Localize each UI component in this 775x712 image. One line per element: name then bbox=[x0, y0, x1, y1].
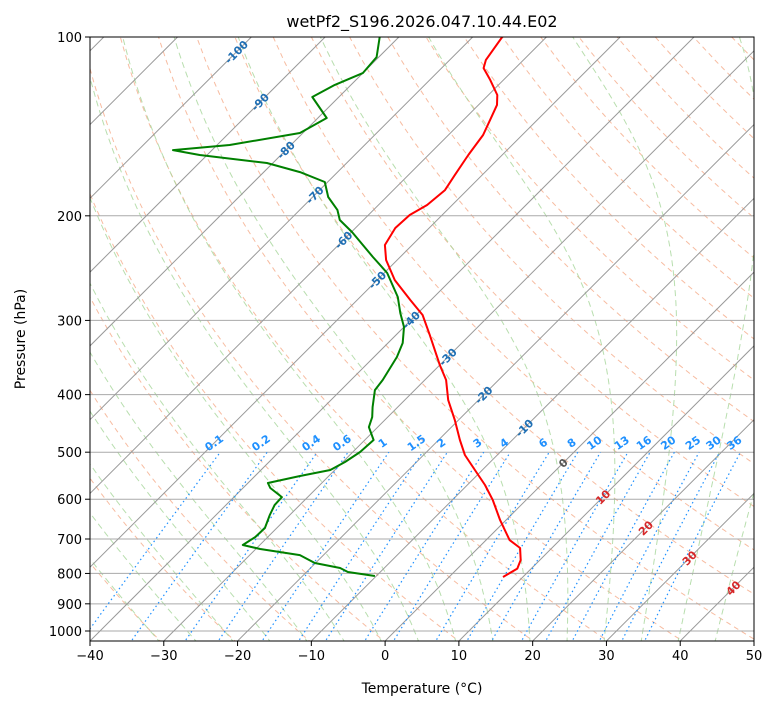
dewpoint-line bbox=[173, 37, 404, 576]
mixing-ratio-label: 8 bbox=[565, 436, 579, 451]
dry-adiabat bbox=[617, 37, 775, 644]
moist-adiabat bbox=[81, 37, 420, 644]
isotherm bbox=[0, 37, 473, 644]
y-tick-label: 900 bbox=[57, 598, 82, 613]
mixing-ratio-line bbox=[434, 452, 549, 643]
y-axis-label: Pressure (hPa) bbox=[13, 289, 29, 389]
x-tick-label: 30 bbox=[598, 649, 615, 664]
mixing-ratio-label: 10 bbox=[585, 433, 605, 453]
y-tick-label: 100 bbox=[57, 31, 82, 46]
isotherm-label: -100 bbox=[222, 38, 251, 67]
moist-adiabat bbox=[174, 37, 493, 644]
isotherm bbox=[751, 37, 775, 644]
plot-frame bbox=[90, 37, 754, 641]
mixing-ratio-line bbox=[571, 452, 674, 643]
mixing-ratio-label: 1 bbox=[376, 436, 390, 451]
dry-adiabat bbox=[655, 37, 775, 644]
y-tick-label: 700 bbox=[57, 533, 82, 548]
dry-adiabat bbox=[0, 37, 312, 644]
mixing-ratio-label: 0.4 bbox=[300, 432, 324, 454]
x-tick-label: −20 bbox=[224, 649, 251, 664]
moist-adiabat bbox=[0, 37, 235, 644]
y-tick-label: 400 bbox=[57, 389, 82, 404]
moist-adiabat bbox=[0, 37, 272, 644]
mixing-ratio-line bbox=[520, 452, 628, 643]
moist-adiabat bbox=[715, 37, 775, 644]
dry-adiabat bbox=[6, 37, 388, 644]
mixing-ratio-label: 1.5 bbox=[405, 432, 428, 454]
mixing-ratio-label: 20 bbox=[658, 433, 678, 453]
isotherm bbox=[87, 37, 694, 644]
x-tick-label: 50 bbox=[746, 649, 763, 664]
background-lines bbox=[0, 37, 775, 644]
x-tick-label: −10 bbox=[298, 649, 325, 664]
dry-adiabat bbox=[694, 37, 775, 644]
mixing-ratio-line bbox=[130, 452, 268, 643]
temperature-line bbox=[385, 37, 521, 577]
mixing-ratio-line bbox=[217, 452, 349, 643]
moist-adiabat bbox=[573, 37, 677, 644]
y-tick-label: 800 bbox=[57, 567, 82, 582]
dry-adiabat bbox=[350, 37, 775, 644]
mixing-ratio-line bbox=[79, 452, 220, 643]
dry-adiabat bbox=[464, 37, 775, 644]
x-tick-label: 0 bbox=[381, 649, 389, 664]
mixing-ratio-label: 0.2 bbox=[249, 432, 272, 454]
moist-adiabat bbox=[429, 37, 615, 644]
x-tick-label: −30 bbox=[150, 649, 177, 664]
dry-adiabat bbox=[502, 37, 775, 644]
x-tick-label: 10 bbox=[451, 649, 468, 664]
mixing-ratio-label: 30 bbox=[704, 433, 724, 453]
isotherm-label: -80 bbox=[275, 138, 298, 161]
x-tick-label: 20 bbox=[524, 649, 541, 664]
mixing-ratio-label: 16 bbox=[634, 433, 654, 453]
isotherm bbox=[0, 37, 251, 644]
profiles bbox=[173, 37, 521, 577]
mixing-ratio-label: 25 bbox=[683, 433, 703, 452]
x-tick-label: 40 bbox=[672, 649, 689, 664]
x-tick-label: −40 bbox=[76, 649, 103, 664]
y-tick-label: 200 bbox=[57, 210, 82, 225]
mixing-ratio-line bbox=[363, 452, 484, 643]
y-tick-label: 500 bbox=[57, 446, 82, 461]
dry-adiabat bbox=[0, 37, 238, 644]
mixing-ratio-line bbox=[392, 452, 510, 643]
isotherm bbox=[0, 37, 399, 644]
y-tick-label: 1000 bbox=[49, 625, 82, 640]
isotherm bbox=[383, 37, 775, 644]
mixing-ratio-line bbox=[621, 452, 720, 643]
mixing-ratio-line bbox=[598, 452, 699, 643]
mixing-ratio-line bbox=[643, 452, 740, 643]
moist-adiabat bbox=[0, 37, 309, 644]
chart-title: wetPf2_S196.2026.047.10.44.E02 bbox=[286, 12, 557, 32]
dry-adiabat bbox=[770, 37, 775, 644]
dry-adiabat bbox=[388, 37, 775, 644]
mixing-ratio-label: 6 bbox=[536, 435, 550, 450]
moist-adiabat bbox=[0, 37, 198, 644]
y-tick-label: 300 bbox=[57, 314, 82, 329]
mixing-ratio-label: 36 bbox=[724, 433, 744, 453]
isotherm bbox=[14, 37, 621, 644]
isotherm bbox=[0, 37, 325, 644]
x-axis-label: Temperature (°C) bbox=[361, 681, 483, 697]
mixing-ratio-label: 2 bbox=[435, 436, 449, 451]
y-tick-label: 600 bbox=[57, 493, 82, 508]
moist-adiabat bbox=[14, 37, 345, 644]
mixing-ratio-label: 0.6 bbox=[330, 432, 354, 454]
